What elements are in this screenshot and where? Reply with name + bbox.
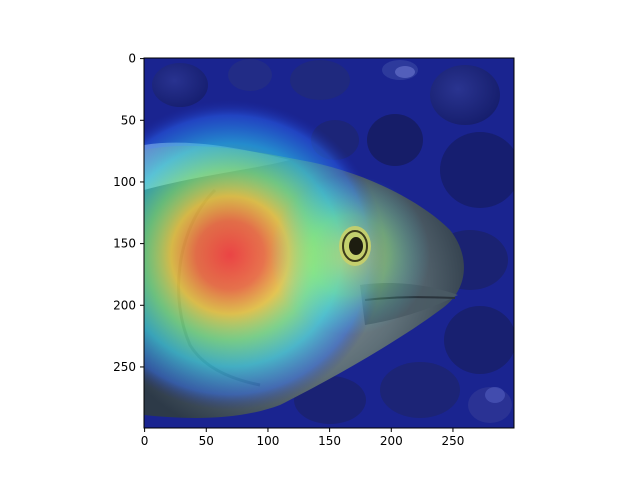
x-tick-label: 150 <box>318 434 341 448</box>
y-tick-label: 50 <box>121 113 136 127</box>
y-axis: 0 50 100 150 200 250 <box>113 52 144 374</box>
y-tick-label: 100 <box>113 175 136 189</box>
x-tick-label: 250 <box>441 434 464 448</box>
y-tick-label: 200 <box>113 298 136 312</box>
y-tick-label: 250 <box>113 360 136 374</box>
axes-frame <box>143 57 515 429</box>
heatmap-image <box>144 58 514 428</box>
fish-eye <box>339 226 371 266</box>
y-tick-label: 0 <box>128 52 136 66</box>
y-tick-label: 150 <box>113 237 136 251</box>
x-axis: 0 50 100 150 200 250 <box>141 428 464 448</box>
x-tick-label: 100 <box>256 434 279 448</box>
x-tick-label: 0 <box>141 434 149 448</box>
x-tick-label: 200 <box>380 434 403 448</box>
x-tick-label: 50 <box>199 434 214 448</box>
